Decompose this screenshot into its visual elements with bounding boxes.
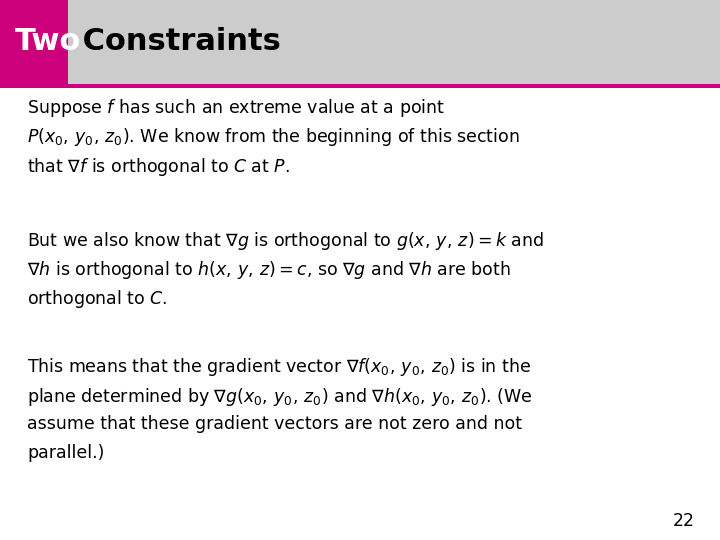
Text: But we also know that $\nabla\mathit{g}$ is orthogonal to $\mathit{g}(x,\, y,\, : But we also know that $\nabla\mathit{g}$… xyxy=(27,230,544,252)
Text: that $\nabla\mathit{f}$ is orthogonal to $\mathit{C}$ at $\mathit{P}$.: that $\nabla\mathit{f}$ is orthogonal to… xyxy=(27,156,290,178)
Text: assume that these gradient vectors are not zero and not: assume that these gradient vectors are n… xyxy=(27,415,523,433)
Text: Two: Two xyxy=(14,28,81,56)
Text: orthogonal to $\mathit{C}$.: orthogonal to $\mathit{C}$. xyxy=(27,288,168,310)
Text: 22: 22 xyxy=(672,512,695,530)
Text: Constraints: Constraints xyxy=(72,28,281,56)
Bar xyxy=(0,84,720,88)
Text: Suppose $\mathit{f}$ has such an extreme value at a point: Suppose $\mathit{f}$ has such an extreme… xyxy=(27,97,446,119)
Text: $\nabla\mathit{h}$ is orthogonal to $\mathit{h}(x,\, y,\, z) = c$, so $\nabla\ma: $\nabla\mathit{h}$ is orthogonal to $\ma… xyxy=(27,259,511,281)
Text: plane determined by $\nabla\mathit{g}(x_0,\, y_0,\, z_0)$ and $\nabla\mathit{h}(: plane determined by $\nabla\mathit{g}(x_… xyxy=(27,386,533,408)
Bar xyxy=(0,0,720,84)
Bar xyxy=(0,0,68,84)
Text: $\mathit{P}(x_0,\, y_0,\, z_0)$. We know from the beginning of this section: $\mathit{P}(x_0,\, y_0,\, z_0)$. We know… xyxy=(27,126,520,149)
Text: This means that the gradient vector $\nabla\mathit{f}(x_0,\, y_0,\, z_0)$ is in : This means that the gradient vector $\na… xyxy=(27,356,531,379)
Text: parallel.): parallel.) xyxy=(27,444,104,462)
